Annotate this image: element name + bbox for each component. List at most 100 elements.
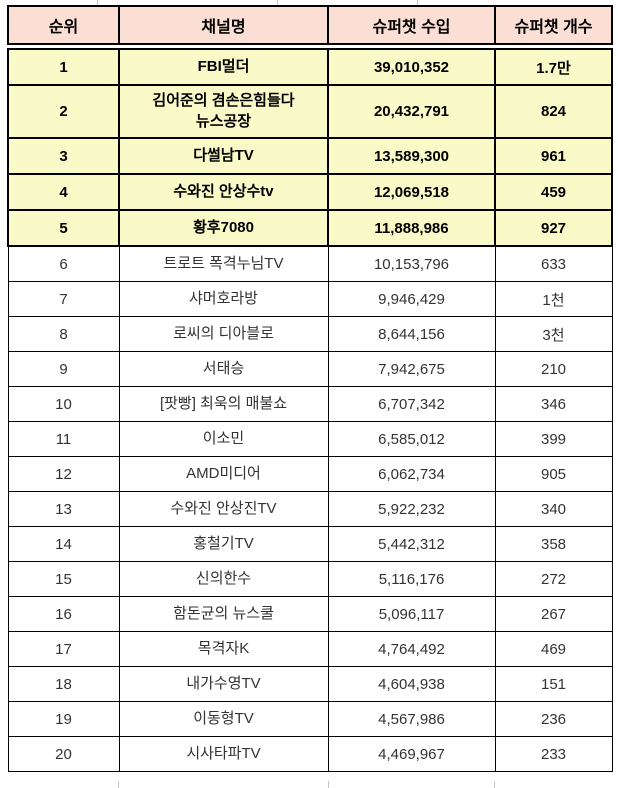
cell-income: 4,469,967 bbox=[327, 736, 496, 772]
gridline-stub bbox=[277, 0, 278, 5]
cell-count: 236 bbox=[494, 701, 613, 737]
cell-channel: 이소민 bbox=[118, 421, 329, 457]
cell-count: 210 bbox=[494, 351, 613, 387]
cell-channel: 이동형TV bbox=[118, 701, 329, 737]
cell-rank: 5 bbox=[7, 209, 120, 247]
cell-count: 340 bbox=[494, 491, 613, 527]
cell-count: 267 bbox=[494, 596, 613, 632]
cell-channel: 샤머호라방 bbox=[118, 281, 329, 317]
cell-rank: 4 bbox=[7, 173, 120, 211]
table-row: 3 다썰남TV 13,589,300 961 bbox=[7, 137, 613, 175]
cell-channel: AMD미디어 bbox=[118, 456, 329, 492]
cell-income: 9,946,429 bbox=[327, 281, 496, 317]
cell-channel: 내가수영TV bbox=[118, 666, 329, 702]
table-row: 7 샤머호라방 9,946,429 1천 bbox=[7, 281, 613, 317]
cell-rank: 18 bbox=[7, 666, 120, 702]
cell-count: 358 bbox=[494, 526, 613, 562]
cell-income: 39,010,352 bbox=[327, 48, 496, 86]
cell-rank: 11 bbox=[7, 421, 120, 457]
table-row: 1 FBI멀더 39,010,352 1.7만 bbox=[7, 48, 613, 86]
header-row: 순위 채널명 슈퍼챗 수입 슈퍼챗 개수 bbox=[7, 5, 613, 45]
cell-count: 1천 bbox=[494, 281, 613, 317]
cell-rank: 16 bbox=[7, 596, 120, 632]
cell-rank: 2 bbox=[7, 84, 120, 139]
cell-channel: 다썰남TV bbox=[118, 137, 329, 175]
cell-income: 5,116,176 bbox=[327, 561, 496, 597]
cell-income: 5,922,232 bbox=[327, 491, 496, 527]
cell-count: 151 bbox=[494, 666, 613, 702]
table-row: 14 홍철기TV 5,442,312 358 bbox=[7, 526, 613, 562]
column-header-rank: 순위 bbox=[7, 5, 120, 45]
cell-count: 459 bbox=[494, 173, 613, 211]
cell-count: 469 bbox=[494, 631, 613, 667]
cell-count: 905 bbox=[494, 456, 613, 492]
cell-income: 12,069,518 bbox=[327, 173, 496, 211]
cell-income: 13,589,300 bbox=[327, 137, 496, 175]
gridline-stub bbox=[328, 781, 329, 788]
table-row: 4 수와진 안상수tv 12,069,518 459 bbox=[7, 173, 613, 211]
cell-income: 4,567,986 bbox=[327, 701, 496, 737]
cell-rank: 20 bbox=[7, 736, 120, 772]
column-header-income: 슈퍼챗 수입 bbox=[327, 5, 496, 45]
cell-rank: 14 bbox=[7, 526, 120, 562]
table-row: 9 서태승 7,942,675 210 bbox=[7, 351, 613, 387]
cell-count: 927 bbox=[494, 209, 613, 247]
cell-income: 7,942,675 bbox=[327, 351, 496, 387]
table-row: 18 내가수영TV 4,604,938 151 bbox=[7, 666, 613, 702]
cell-income: 10,153,796 bbox=[327, 245, 496, 282]
table-row: 16 함돈균의 뉴스쿨 5,096,117 267 bbox=[7, 596, 613, 632]
cell-channel: FBI멀더 bbox=[118, 48, 329, 86]
cell-rank: 13 bbox=[7, 491, 120, 527]
table-row: 15 신의한수 5,116,176 272 bbox=[7, 561, 613, 597]
cell-rank: 15 bbox=[7, 561, 120, 597]
table-header: 순위 채널명 슈퍼챗 수입 슈퍼챗 개수 bbox=[7, 5, 613, 45]
column-header-channel: 채널명 bbox=[118, 5, 329, 45]
cell-count: 272 bbox=[494, 561, 613, 597]
gridline-stub bbox=[97, 0, 98, 5]
cell-income: 6,062,734 bbox=[327, 456, 496, 492]
cell-channel: 황후7080 bbox=[118, 209, 329, 247]
gridline-stub bbox=[494, 781, 495, 788]
column-header-count: 슈퍼챗 개수 bbox=[494, 5, 613, 45]
table-row: 17 목격자K 4,764,492 469 bbox=[7, 631, 613, 667]
cell-rank: 9 bbox=[7, 351, 120, 387]
cell-channel: 시사타파TV bbox=[118, 736, 329, 772]
table-row: 19 이동형TV 4,567,986 236 bbox=[7, 701, 613, 737]
cell-income: 6,585,012 bbox=[327, 421, 496, 457]
table-row: 12 AMD미디어 6,062,734 905 bbox=[7, 456, 613, 492]
cell-income: 20,432,791 bbox=[327, 84, 496, 139]
table-row: 6 트로트 폭격누님TV 10,153,796 633 bbox=[7, 245, 613, 282]
table-row: 11 이소민 6,585,012 399 bbox=[7, 421, 613, 457]
cell-rank: 19 bbox=[7, 701, 120, 737]
cell-income: 11,888,986 bbox=[327, 209, 496, 247]
cell-income: 8,644,156 bbox=[327, 316, 496, 352]
cell-channel: 수와진 안상수tv bbox=[118, 173, 329, 211]
cell-count: 824 bbox=[494, 84, 613, 139]
cell-channel: 수와진 안상진TV bbox=[118, 491, 329, 527]
table-body-table: 1 FBI멀더 39,010,352 1.7만 2 김어준의 겸손은힘들다 뉴스공장 20,… bbox=[7, 48, 613, 772]
cell-count: 633 bbox=[494, 245, 613, 282]
cell-channel: [팟빵] 최욱의 매불쇼 bbox=[118, 386, 329, 422]
cell-channel: 김어준의 겸손은힘들다 뉴스공장 bbox=[118, 84, 329, 139]
gridline-stub bbox=[118, 781, 119, 788]
cell-rank: 6 bbox=[7, 245, 120, 282]
cell-channel: 로씨의 디아블로 bbox=[118, 316, 329, 352]
cell-count: 233 bbox=[494, 736, 613, 772]
cell-rank: 17 bbox=[7, 631, 120, 667]
cell-rank: 10 bbox=[7, 386, 120, 422]
table-row: 20 시사타파TV 4,469,967 233 bbox=[7, 736, 613, 772]
cell-income: 4,604,938 bbox=[327, 666, 496, 702]
cell-count: 3천 bbox=[494, 316, 613, 352]
cell-rank: 7 bbox=[7, 281, 120, 317]
cell-count: 961 bbox=[494, 137, 613, 175]
table-body: 1 FBI멀더 39,010,352 1.7만 2 김어준의 겸손은힘들다 뉴스공장 20,… bbox=[7, 48, 613, 772]
cell-count: 1.7만 bbox=[494, 48, 613, 86]
table-row: 2 김어준의 겸손은힘들다 뉴스공장 20,432,791 824 bbox=[7, 84, 613, 139]
cell-count: 399 bbox=[494, 421, 613, 457]
cell-income: 4,764,492 bbox=[327, 631, 496, 667]
cell-rank: 3 bbox=[7, 137, 120, 175]
cell-rank: 1 bbox=[7, 48, 120, 86]
cell-channel: 목격자K bbox=[118, 631, 329, 667]
cell-income: 6,707,342 bbox=[327, 386, 496, 422]
